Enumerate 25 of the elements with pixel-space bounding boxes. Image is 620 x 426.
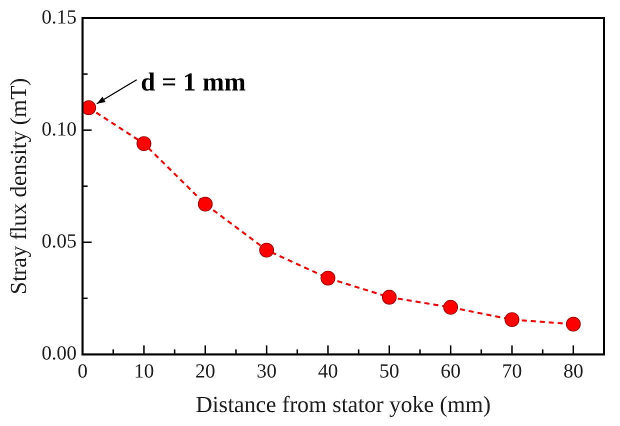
x-axis-title: Distance from stator yoke (mm) xyxy=(196,392,491,418)
point xyxy=(504,312,520,328)
y-tick-label: 0.05 xyxy=(42,230,77,253)
x-tick-label: 70 xyxy=(502,360,522,383)
y-tick-label: 0.15 xyxy=(42,6,77,28)
point xyxy=(320,270,336,286)
y-tick-label: 0.00 xyxy=(42,342,77,365)
x-tick-label: 40 xyxy=(318,360,338,383)
point xyxy=(443,300,458,315)
x-tick-label: 60 xyxy=(440,360,461,383)
x-tick-label: 20 xyxy=(195,360,216,383)
point xyxy=(566,316,581,332)
point xyxy=(136,136,152,151)
annotation: d = 1 mm xyxy=(140,67,246,96)
point xyxy=(259,242,274,258)
x-tick-label: 30 xyxy=(256,360,277,383)
point xyxy=(198,196,213,212)
point xyxy=(382,290,397,305)
y-axis-title: Stray flux density (mT) xyxy=(6,78,31,294)
point xyxy=(82,100,96,116)
x-tick-label: 0 xyxy=(78,360,88,383)
x-tick-label: 80 xyxy=(563,360,584,383)
x-tick-label: 10 xyxy=(134,360,154,383)
x-tick-label: 50 xyxy=(379,360,400,383)
y-tick-label: 0.10 xyxy=(42,118,77,140)
